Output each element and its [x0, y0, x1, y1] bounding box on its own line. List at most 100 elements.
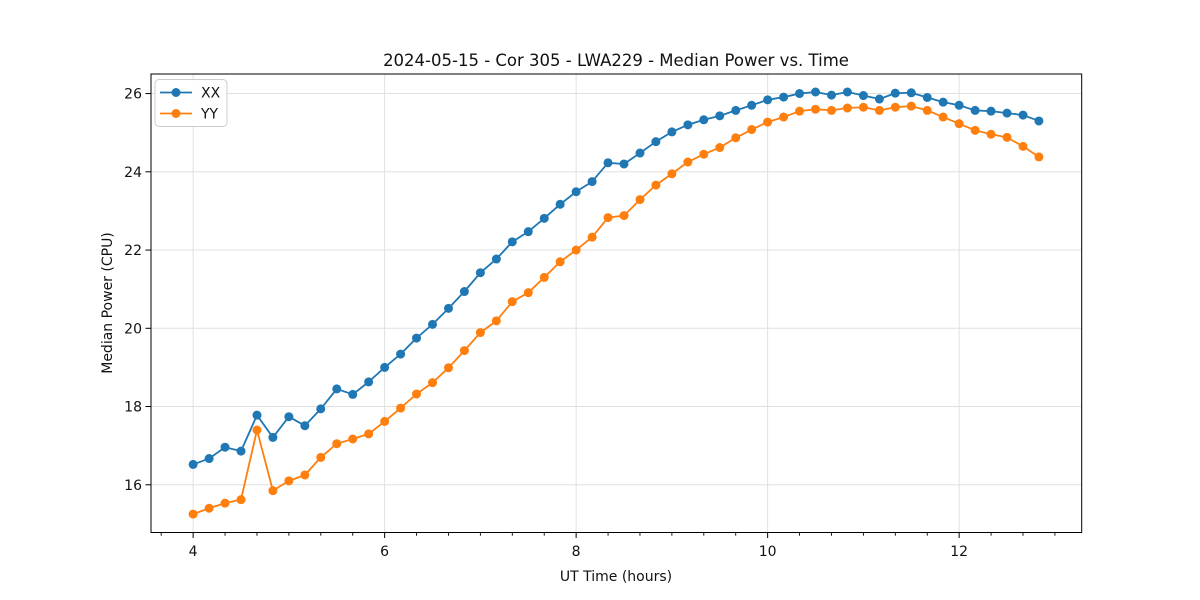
data-point-yy [571, 245, 581, 255]
data-point-yy [412, 389, 422, 399]
y-tick-label: 22 [124, 243, 142, 259]
data-point-xx [827, 90, 837, 100]
data-point-xx [906, 88, 916, 98]
data-point-xx [747, 100, 757, 110]
series-layer [188, 87, 1044, 519]
data-point-yy [603, 213, 613, 223]
data-point-yy [507, 297, 517, 307]
data-point-xx [890, 88, 900, 98]
data-point-yy [364, 429, 374, 439]
data-point-xx [699, 115, 709, 125]
data-point-yy [188, 509, 198, 519]
data-point-xx [507, 237, 517, 247]
y-tick-label: 16 [124, 478, 142, 494]
data-point-yy [747, 125, 757, 135]
data-point-xx [954, 100, 964, 110]
data-point-yy [842, 103, 852, 113]
data-point-xx [412, 333, 422, 343]
data-point-xx [428, 319, 438, 329]
data-point-yy [268, 486, 278, 496]
data-point-yy [763, 117, 773, 127]
data-point-yy [1034, 152, 1044, 162]
grid-layer [151, 74, 1082, 533]
data-point-xx [858, 91, 868, 101]
data-point-yy [316, 452, 326, 462]
data-point-yy [523, 288, 533, 298]
data-point-xx [986, 106, 996, 116]
data-point-xx [603, 158, 613, 168]
series-xx [188, 87, 1044, 469]
data-point-xx [220, 442, 230, 452]
data-point-yy [938, 112, 948, 122]
data-point-xx [459, 287, 469, 297]
data-point-xx [380, 362, 390, 372]
legend-marker-xx [171, 88, 181, 97]
data-point-xx [348, 389, 358, 399]
data-point-xx [523, 227, 533, 237]
data-point-xx [683, 120, 693, 130]
y-tick-label: 26 [124, 87, 142, 103]
data-point-xx [316, 404, 326, 414]
data-point-yy [332, 439, 342, 449]
x-tick-label: 8 [572, 544, 581, 560]
data-point-yy [459, 346, 469, 356]
data-point-xx [475, 268, 485, 278]
data-point-xx [922, 92, 932, 102]
data-point-yy [779, 112, 789, 122]
data-point-xx [539, 213, 549, 223]
data-point-xx [236, 446, 246, 456]
x-axis-label: UT Time (hours) [560, 569, 672, 585]
data-point-xx [491, 254, 501, 264]
data-point-yy [396, 403, 406, 413]
data-point-yy [683, 157, 693, 167]
y-axis-label: Median Power (CPU) [100, 232, 116, 374]
data-point-xx [715, 111, 725, 121]
data-point-yy [986, 129, 996, 139]
data-point-yy [635, 195, 645, 205]
data-point-xx [252, 410, 262, 420]
data-point-xx [779, 92, 789, 102]
data-point-yy [970, 125, 980, 135]
data-point-yy [348, 434, 358, 444]
data-point-yy [906, 101, 916, 111]
data-point-yy [252, 425, 262, 435]
legend-item-yy: YY [160, 107, 219, 123]
data-point-xx [842, 87, 852, 97]
series-yy [188, 101, 1044, 519]
data-point-xx [635, 148, 645, 158]
data-point-yy [443, 363, 453, 373]
data-point-xx [811, 87, 821, 97]
data-point-yy [795, 106, 805, 116]
data-point-xx [651, 137, 661, 147]
y-tick-label: 24 [124, 165, 142, 181]
data-point-yy [236, 495, 246, 505]
data-point-yy [428, 378, 438, 388]
y-tick-label: 18 [124, 400, 142, 416]
x-tick-label: 6 [380, 544, 389, 560]
data-point-xx [1034, 116, 1044, 126]
data-point-xx [268, 432, 278, 442]
data-point-yy [380, 416, 390, 426]
data-point-yy [922, 105, 932, 115]
data-point-yy [651, 180, 661, 190]
data-point-xx [188, 459, 198, 469]
chart-title: 2024-05-15 - Cor 305 - LWA229 - Median P… [383, 51, 849, 70]
data-point-yy [475, 328, 485, 338]
data-point-xx [587, 177, 597, 187]
y-axis: 16 18 20 22 24 26 [124, 87, 151, 494]
data-point-yy [874, 105, 884, 115]
data-point-xx [443, 303, 453, 313]
data-point-xx [1002, 108, 1012, 118]
data-point-xx [970, 105, 980, 115]
data-point-xx [300, 421, 310, 431]
data-point-yy [491, 316, 501, 326]
data-point-yy [204, 503, 214, 513]
data-point-xx [571, 187, 581, 197]
x-tick-label: 10 [759, 544, 777, 560]
data-point-yy [284, 476, 294, 486]
legend-item-xx: XX [160, 86, 221, 102]
data-point-xx [667, 127, 677, 137]
data-point-yy [555, 257, 565, 267]
data-point-xx [938, 97, 948, 107]
